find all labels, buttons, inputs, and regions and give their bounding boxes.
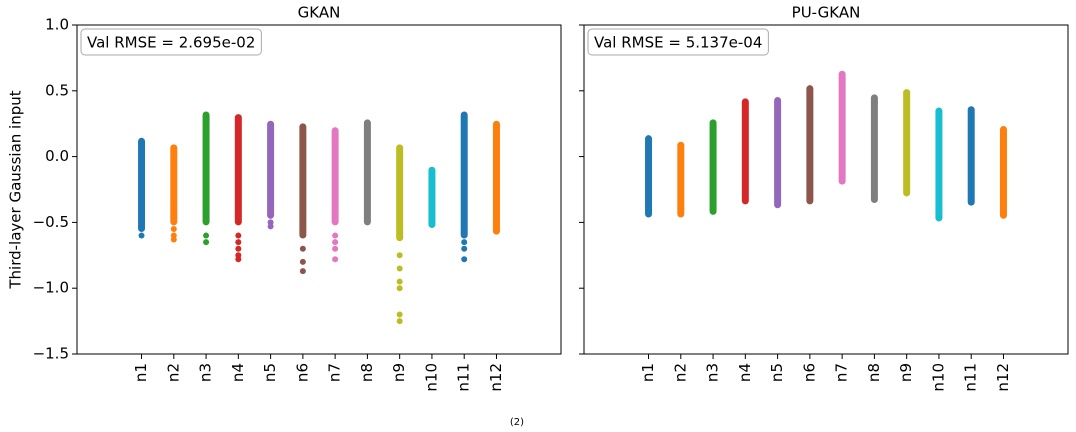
strip-point (235, 239, 242, 246)
strip-point (299, 258, 306, 265)
y-axis-label: Third-layer Gaussian input (7, 90, 25, 289)
strip-range (267, 120, 275, 219)
x-tick-label: n4 (229, 363, 247, 382)
strip-point (235, 245, 242, 252)
strip-range (234, 114, 242, 226)
y-tick-label: −0.5 (33, 213, 69, 231)
x-tick-label: n6 (293, 363, 311, 382)
x-tick-label: n8 (865, 363, 883, 382)
x-tick-label: n10 (422, 363, 440, 392)
strip-range (903, 89, 911, 197)
strip-range (202, 111, 210, 226)
y-tick-label: −1.5 (33, 345, 69, 363)
x-tick-label: n12 (994, 363, 1012, 392)
x-tick-label: n5 (768, 363, 786, 382)
y-tick-label: 1.0 (45, 16, 69, 34)
strip-point (332, 245, 339, 252)
panel-title: GKAN (298, 4, 341, 22)
x-tick-label: n9 (390, 363, 408, 382)
strip-range (967, 106, 975, 206)
x-tick-label: n6 (800, 363, 818, 382)
strip-point (267, 223, 274, 230)
x-tick-label: n7 (326, 363, 344, 382)
strip-range (838, 70, 846, 185)
strip-point (396, 252, 403, 259)
strip-range (645, 135, 653, 218)
strip-point (396, 311, 403, 318)
strip-range (806, 85, 814, 205)
x-tick-label: n5 (261, 363, 279, 382)
axes-frame (583, 24, 1069, 355)
strip-range (331, 127, 339, 226)
strip-point (461, 239, 468, 246)
x-tick-label: n12 (487, 363, 505, 392)
x-tick-label: n8 (358, 363, 376, 382)
x-tick-label: n2 (671, 363, 689, 382)
strip-point (332, 256, 339, 263)
axes-frame (76, 24, 562, 355)
strip-point (299, 268, 306, 275)
strip-point (235, 256, 242, 263)
strip-range (299, 123, 307, 239)
x-tick-label: n11 (455, 363, 473, 392)
y-tick-label: 0.0 (45, 147, 69, 165)
strip-point (396, 285, 403, 292)
x-tick-label: n9 (897, 363, 915, 382)
strip-point (332, 232, 339, 239)
y-tick-label: −1.0 (33, 279, 69, 297)
x-tick-label: n3 (197, 363, 215, 382)
strip-range (492, 120, 500, 235)
x-tick-label: n1 (132, 363, 150, 382)
panel-title: PU-GKAN (792, 4, 861, 22)
annotation-box (80, 28, 262, 56)
strip-range (999, 125, 1007, 219)
strip-range (138, 137, 146, 232)
strip-range (741, 98, 749, 205)
strip-range (774, 97, 782, 209)
strip-range (428, 166, 436, 229)
strip-range (935, 107, 943, 222)
caption: (2) (510, 417, 524, 428)
strip-point (396, 278, 403, 285)
x-tick-label: n10 (929, 363, 947, 392)
strip-range (363, 119, 371, 226)
x-tick-label: n7 (833, 363, 851, 382)
strip-point (138, 232, 145, 239)
x-tick-label: n4 (736, 363, 754, 382)
y-tick-label: 0.5 (45, 81, 69, 99)
x-tick-label: n3 (704, 363, 722, 382)
x-tick-label: n11 (962, 363, 980, 392)
strip-range (460, 111, 468, 239)
strip-point (461, 245, 468, 252)
strip-point (332, 239, 339, 246)
strip-range (709, 119, 717, 215)
strip-point (299, 245, 306, 252)
strip-point (235, 232, 242, 239)
strip-point (203, 232, 210, 239)
annotation: Val RMSE = 2.695e-02 (87, 34, 255, 52)
strip-range (396, 144, 404, 242)
strip-point (396, 265, 403, 272)
strip-point (170, 236, 177, 243)
strip-point (461, 256, 468, 263)
annotation: Val RMSE = 5.137e-04 (594, 34, 762, 52)
strip-point (203, 239, 210, 246)
x-tick-label: n2 (164, 363, 182, 382)
annotation-box (587, 28, 769, 56)
strip-point (170, 225, 177, 232)
strip-point (396, 318, 403, 325)
strip-range (870, 94, 878, 204)
strip-range (170, 144, 178, 226)
strip-range (677, 141, 685, 218)
x-tick-label: n1 (639, 363, 657, 382)
